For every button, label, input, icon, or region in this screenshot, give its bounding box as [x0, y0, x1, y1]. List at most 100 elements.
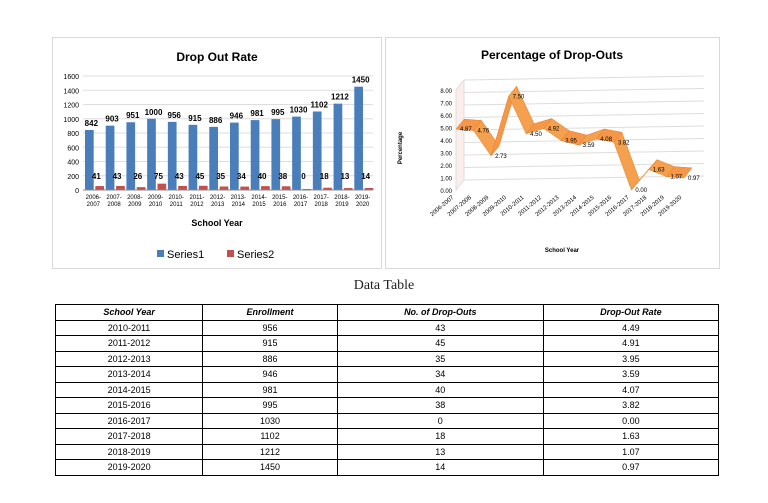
x-tick-label: 2009 [128, 202, 142, 208]
x-tick-label: 2008- [127, 195, 142, 201]
table-cell: 0.00 [542, 412, 720, 429]
data-label: 2.73 [495, 154, 507, 160]
bar-series2 [136, 187, 146, 190]
chart-title: Percentage of Drop-Outs [481, 48, 623, 62]
data-label: 0.97 [688, 176, 700, 182]
bar-series1 [250, 120, 260, 190]
percentage-chart: Percentage of Drop-Outs 0.00 1.00 2.00 3.00 4… [385, 37, 720, 269]
data-label: 951 [126, 111, 140, 120]
table-row: 2013-2014 946 34 3.59 [54, 366, 720, 383]
data-label: 34 [237, 172, 246, 181]
x-tick-label: 2018- [334, 195, 349, 201]
x-tick-label: 2017- [314, 195, 329, 201]
data-label: 3.59 [583, 143, 595, 149]
data-label: 35 [216, 172, 225, 181]
bar-series1 [147, 118, 156, 190]
legend-label: Series2 [237, 249, 274, 261]
x-tick-label: 2013- [231, 195, 246, 201]
data-label: 4.76 [478, 129, 490, 135]
data-label: 1030 [290, 106, 308, 115]
x-tick-label: 2019 [335, 202, 349, 208]
bar-series2 [240, 186, 250, 190]
dropout-rate-chart: Drop Out Rate 0 200 400 600 800 1000 1200 1400 16… [52, 37, 382, 269]
bar-series1 [105, 125, 115, 190]
bar-series2 [198, 185, 208, 190]
x-tick-label: 2015- [272, 195, 287, 201]
x-tick-label: 2012- [210, 195, 225, 201]
data-label: 1450 [352, 76, 370, 85]
table-row: 2016-2017 1030 0 0.00 [54, 412, 720, 429]
data-label: 3.82 [618, 140, 630, 146]
table-cell: 2017-2018 [54, 428, 204, 445]
data-label: 4.50 [530, 132, 542, 138]
gridline [463, 100, 705, 106]
y-tick-label: 3.00 [440, 152, 452, 158]
data-label: 38 [278, 172, 287, 181]
x-tick-label: 2017 [294, 202, 308, 208]
table-cell: 2012-2013 [54, 350, 204, 367]
x-axis-title: School Year [545, 248, 580, 254]
data-label: 1102 [311, 100, 329, 109]
table-cell: 2013-2014 [54, 366, 204, 383]
data-label: 26 [133, 172, 142, 181]
gridline [463, 150, 705, 156]
y-tick-label: 2.00 [440, 164, 452, 170]
bar-series1 [126, 122, 136, 190]
table-cell: 2014-2015 [54, 381, 204, 398]
x-tick-label: 2010 [149, 202, 163, 208]
x-tick-label: 2016 [273, 202, 287, 208]
table-row: 2019-2020 1450 14 0.97 [54, 459, 720, 476]
table-cell: 3.59 [542, 366, 720, 383]
x-tick-label: 2014- [251, 195, 266, 201]
y-tick-label: 800 [67, 131, 79, 138]
table-cell: 4.91 [542, 335, 720, 352]
bar-series2 [343, 188, 353, 190]
x-tick-label: 2015 [252, 202, 266, 208]
table-cell: 4.49 [542, 319, 720, 336]
table-cell: 40 [336, 381, 544, 398]
table-cell: 1.07 [542, 443, 720, 460]
y-tick-label: 4.00 [440, 139, 452, 145]
chart-title: Drop Out Rate [176, 50, 258, 64]
table-cell: 2018-2019 [54, 443, 204, 460]
data-label: 18 [320, 172, 329, 181]
column-header: Enrollment [202, 304, 338, 321]
bar-series2 [219, 186, 229, 190]
data-label: 1212 [331, 93, 349, 102]
x-tick-label: 2014 [232, 202, 246, 208]
table-row: 2017-2018 1102 18 1.63 [54, 428, 720, 445]
bar-series1 [292, 116, 301, 190]
data-table: School Year Enrollment No. of Drop-Outs Dro… [54, 304, 720, 476]
chart-side-wall [455, 78, 465, 192]
table-cell: 45 [336, 335, 544, 352]
table-cell: 4.07 [542, 381, 720, 398]
x-tick-label: 2019- [355, 195, 370, 201]
bar-series2 [116, 185, 125, 190]
y-tick-label: 1600 [63, 74, 79, 81]
table-cell: 18 [336, 428, 544, 445]
table-cell: 2010-2011 [54, 319, 204, 336]
table-cell: 14 [336, 459, 544, 476]
x-tick-label: 2009- [148, 195, 163, 201]
bar-series2 [95, 186, 105, 190]
y-tick-label: 1400 [63, 88, 79, 95]
x-tick-label: 2012 [190, 202, 204, 208]
table-cell: 1102 [202, 428, 338, 445]
x-tick-label: 2011 [170, 202, 184, 208]
table-cell: 0.97 [542, 459, 720, 476]
legend-swatch [157, 250, 164, 257]
table-cell: 2016-2017 [54, 412, 204, 429]
x-tick-label: 2013 [211, 202, 225, 208]
data-label: 995 [271, 108, 285, 117]
table-cell: 2019-2020 [54, 459, 204, 476]
column-header: No. of Drop-Outs [336, 304, 544, 321]
table-cell: 1.63 [542, 428, 720, 445]
x-tick-label: 2007 [87, 202, 101, 208]
bar-series2 [157, 183, 167, 190]
y-tick-label: 8.00 [440, 89, 452, 95]
y-tick-label: 1000 [63, 117, 79, 124]
data-label: 45 [195, 172, 204, 181]
table-cell: 38 [336, 397, 544, 414]
data-label: 41 [92, 172, 101, 181]
y-tick-label: 400 [67, 160, 79, 167]
